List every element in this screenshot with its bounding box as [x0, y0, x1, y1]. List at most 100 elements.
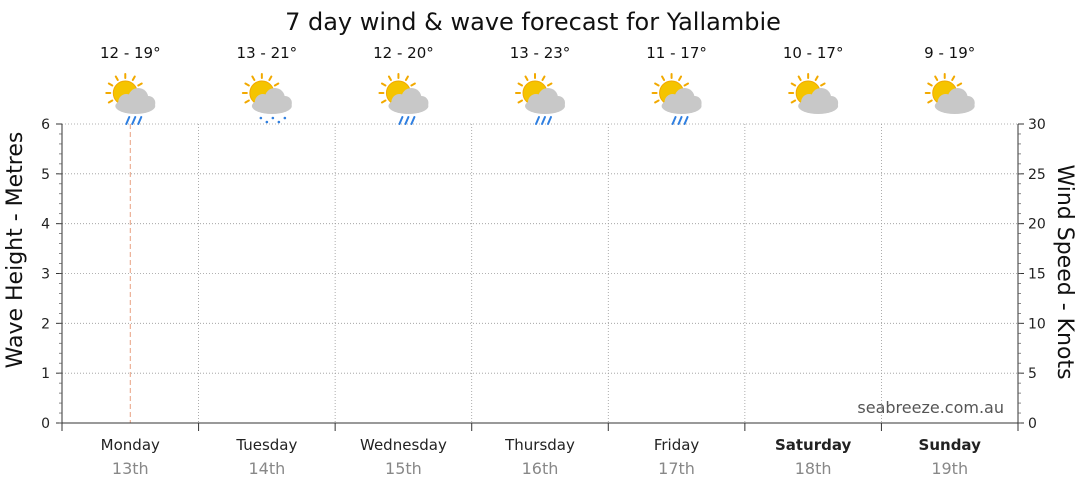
cloud-puff [551, 96, 565, 110]
temp-range: 13 - 23° [510, 44, 571, 62]
day-date: 17th [658, 459, 695, 478]
temp-range: 12 - 19° [100, 44, 161, 62]
cloud-puff [141, 96, 156, 110]
sun-ray [797, 75, 802, 82]
sun-ray [956, 82, 963, 87]
left-tick-label: 3 [41, 267, 50, 283]
left-tick-label: 6 [41, 117, 50, 133]
temp-range: 12 - 20° [373, 44, 434, 62]
partly-cloudy-icon [788, 73, 839, 114]
sun-ray [244, 99, 250, 104]
rain-drop [131, 116, 137, 125]
sun-ray [380, 82, 387, 87]
right-tick-label: 10 [1028, 316, 1046, 332]
day-name: Thursday [504, 436, 575, 454]
temp-range: 13 - 21° [237, 44, 298, 62]
right-tick-label: 25 [1028, 167, 1046, 183]
day-name: Tuesday [235, 436, 297, 454]
chart-title: 7 day wind & wave forecast for Yallambie [285, 8, 781, 36]
day-date: 18th [795, 459, 832, 478]
sun-ray [678, 75, 683, 82]
sun-ray [244, 82, 250, 87]
sun-ray [951, 75, 956, 82]
rain-drop [535, 116, 540, 125]
sun-ray [517, 99, 524, 104]
rain-drop [671, 116, 677, 125]
sun-ray [273, 82, 280, 87]
day-date: 19th [931, 459, 968, 478]
temp-range: 9 - 19° [924, 44, 975, 62]
cloud [934, 88, 975, 114]
right-tick-label: 15 [1028, 267, 1046, 283]
left-axis-label: Wave Height - Metres [3, 132, 28, 369]
grid [62, 123, 1018, 423]
sun-ray [404, 75, 409, 82]
sun-ray [927, 99, 933, 104]
left-tick-label: 5 [41, 167, 50, 183]
sun-ray [820, 82, 826, 87]
sun-ray [517, 82, 524, 87]
right-axis-label: Wind Speed - Knots [1052, 164, 1077, 379]
day-date: 14th [248, 459, 285, 478]
day-name: Wednesday [360, 436, 447, 454]
cloud [525, 88, 565, 114]
sun-ray [137, 82, 143, 87]
left-tick-label: 2 [41, 316, 50, 332]
right-tick-label: 30 [1028, 117, 1046, 133]
cloud [388, 88, 429, 114]
day-date: 16th [522, 459, 559, 478]
cloud [798, 88, 839, 114]
day-name: Saturday [775, 436, 852, 454]
left-tick-label: 0 [41, 416, 50, 432]
right-tick-label: 0 [1028, 416, 1037, 432]
rain-drop [677, 116, 683, 125]
sun-ray [107, 99, 114, 104]
sun-ray [410, 82, 416, 87]
sun-ray [814, 75, 819, 82]
day-labels: Monday 13th Tuesday 14th Wednesday 15th Thursd… [101, 436, 981, 478]
rain-drop [398, 116, 404, 125]
right-tick-label: 20 [1028, 217, 1046, 233]
left-tick-label: 4 [41, 217, 50, 233]
rain-drop [547, 116, 552, 125]
day-name: Sunday [919, 436, 982, 454]
cloud-puff [277, 96, 292, 110]
cloud [661, 88, 702, 114]
sun-ray [661, 75, 666, 82]
sun-ray [790, 99, 797, 104]
shower-dot [259, 116, 263, 120]
sun-ray [114, 75, 119, 82]
cloud [251, 88, 292, 114]
sun-ray [541, 75, 546, 82]
rain-drop [683, 116, 689, 125]
sun-ray [107, 82, 114, 87]
day-name: Friday [654, 436, 700, 454]
day-forecast-headers: 12 - 19° 13 - 21° 12 - 20° 13 - 23° 11 - 17°… [100, 44, 975, 125]
sun-ray [380, 99, 387, 104]
sun-ray [268, 75, 273, 82]
shower-dot [265, 120, 269, 124]
watermark: seabreeze.com.au [857, 398, 1004, 417]
rain-drop [137, 116, 143, 125]
sun-ray [654, 99, 660, 104]
sun-ray [387, 75, 392, 82]
sun-ray [524, 75, 529, 82]
sun-ray [683, 82, 690, 87]
sun-ray [934, 75, 939, 82]
rain-drop [404, 116, 410, 125]
partly-cloudy-icon [924, 73, 975, 114]
rain-drop [125, 116, 131, 125]
cloud-puff [824, 96, 839, 110]
left-tick-label: 1 [41, 366, 50, 382]
sun-ray [251, 75, 256, 82]
sun-ray [927, 82, 933, 87]
sun-cloud-rain-icon [515, 73, 565, 125]
shower-dot [277, 120, 281, 124]
sun-cloud-rain-icon [378, 73, 429, 125]
cloud-puff [414, 96, 429, 110]
sun-cloud-showers-icon [241, 73, 292, 124]
day-name: Monday [101, 436, 160, 454]
sun-ray [790, 82, 797, 87]
right-tick-label: 5 [1028, 366, 1037, 382]
